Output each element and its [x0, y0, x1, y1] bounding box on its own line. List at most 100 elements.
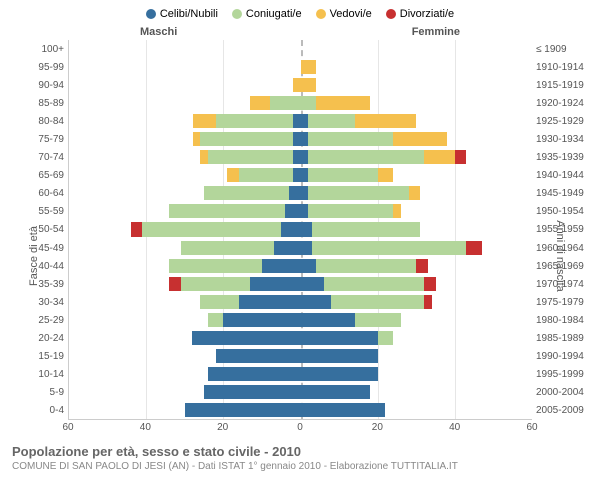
- seg-coniugati: [169, 204, 285, 218]
- seg-celibi: [223, 313, 300, 327]
- seg-vedovi: [378, 168, 393, 182]
- seg-coniugati: [308, 132, 393, 146]
- female-half: [301, 168, 533, 182]
- seg-vedovi: [409, 186, 421, 200]
- legend-item: Divorziati/e: [386, 8, 454, 20]
- seg-coniugati: [270, 96, 301, 110]
- age-label: 10-14: [10, 366, 64, 384]
- pyramid-row: [69, 365, 532, 383]
- seg-celibi: [185, 403, 301, 417]
- birth-label: 1925-1929: [536, 112, 590, 130]
- seg-divorziati: [424, 295, 432, 309]
- pyramid-row: [69, 347, 532, 365]
- birth-label: 1915-1919: [536, 76, 590, 94]
- bars: [69, 40, 532, 419]
- y-axis-right-title: Anni di nascita: [554, 220, 566, 292]
- birth-label: 1910-1914: [536, 58, 590, 76]
- seg-coniugati: [200, 132, 293, 146]
- female-half: [301, 96, 533, 110]
- pyramid-row: [69, 94, 532, 112]
- pyramid-row: [69, 383, 532, 401]
- seg-coniugati: [208, 313, 223, 327]
- seg-coniugati: [324, 277, 424, 291]
- birth-label: 1995-1999: [536, 366, 590, 384]
- seg-celibi: [192, 331, 300, 345]
- seg-vedovi: [424, 150, 455, 164]
- seg-celibi: [301, 403, 386, 417]
- seg-vedovi: [200, 150, 208, 164]
- male-half: [69, 331, 301, 345]
- legend-swatch: [316, 9, 326, 19]
- male-half: [69, 403, 301, 417]
- seg-divorziati: [424, 277, 436, 291]
- legend-item: Vedovi/e: [316, 8, 372, 20]
- seg-vedovi: [293, 78, 301, 92]
- x-axis: 6040200204060: [68, 420, 532, 438]
- male-half: [69, 385, 301, 399]
- female-label: Femmine: [412, 26, 460, 38]
- male-label: Maschi: [140, 26, 177, 38]
- population-pyramid-chart: Celibi/NubiliConiugati/eVedovi/eDivorzia…: [0, 0, 600, 500]
- seg-celibi: [301, 277, 324, 291]
- female-half: [301, 60, 533, 74]
- seg-vedovi: [393, 132, 447, 146]
- seg-coniugati: [301, 96, 316, 110]
- seg-celibi: [293, 114, 301, 128]
- seg-coniugati: [308, 204, 393, 218]
- seg-divorziati: [169, 277, 181, 291]
- pyramid-row: [69, 58, 532, 76]
- male-half: [69, 241, 301, 255]
- birth-label: 2005-2009: [536, 402, 590, 420]
- gender-labels: Maschi Femmine: [10, 26, 590, 40]
- seg-celibi: [208, 367, 301, 381]
- pyramid-row: [69, 239, 532, 257]
- birth-label: 1950-1954: [536, 203, 590, 221]
- pyramid-row: [69, 202, 532, 220]
- footer: Popolazione per età, sesso e stato civil…: [10, 438, 590, 472]
- seg-celibi: [301, 222, 313, 236]
- seg-celibi: [301, 132, 309, 146]
- birth-label: 1930-1934: [536, 130, 590, 148]
- seg-celibi: [301, 313, 355, 327]
- x-tick: 60: [526, 422, 537, 433]
- pyramid-row: [69, 76, 532, 94]
- legend: Celibi/NubiliConiugati/eVedovi/eDivorzia…: [10, 8, 590, 20]
- x-tick: 0: [297, 422, 303, 433]
- age-label: 65-69: [10, 167, 64, 185]
- pyramid-row: [69, 329, 532, 347]
- seg-vedovi: [193, 132, 201, 146]
- age-label: 25-29: [10, 311, 64, 329]
- age-label: 5-9: [10, 384, 64, 402]
- female-half: [301, 78, 533, 92]
- x-tick: 40: [449, 422, 460, 433]
- female-half: [301, 367, 533, 381]
- seg-coniugati: [216, 114, 293, 128]
- seg-coniugati: [312, 222, 420, 236]
- male-half: [69, 186, 301, 200]
- seg-vedovi: [227, 168, 239, 182]
- birth-label: 1980-1984: [536, 311, 590, 329]
- seg-vedovi: [316, 96, 370, 110]
- male-half: [69, 295, 301, 309]
- female-half: [301, 186, 533, 200]
- seg-coniugati: [312, 241, 466, 255]
- x-tick: 20: [372, 422, 383, 433]
- age-label: 15-19: [10, 348, 64, 366]
- legend-swatch: [386, 9, 396, 19]
- pyramid-row: [69, 293, 532, 311]
- legend-label: Coniugati/e: [246, 8, 302, 20]
- male-half: [69, 259, 301, 273]
- seg-celibi: [301, 367, 378, 381]
- x-tick: 20: [217, 422, 228, 433]
- seg-celibi: [293, 150, 301, 164]
- male-half: [69, 42, 301, 56]
- female-half: [301, 313, 533, 327]
- female-half: [301, 295, 533, 309]
- male-half: [69, 349, 301, 363]
- age-label: 0-4: [10, 402, 64, 420]
- legend-swatch: [232, 9, 242, 19]
- seg-vedovi: [301, 78, 316, 92]
- legend-item: Coniugati/e: [232, 8, 302, 20]
- seg-celibi: [239, 295, 301, 309]
- seg-coniugati: [378, 331, 393, 345]
